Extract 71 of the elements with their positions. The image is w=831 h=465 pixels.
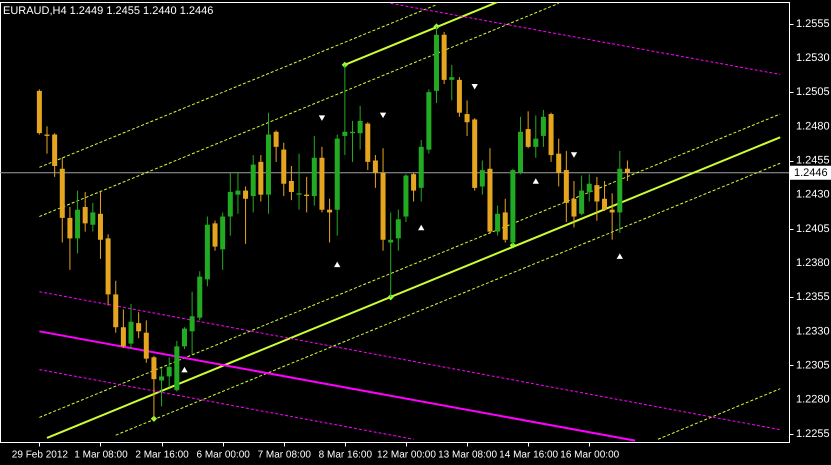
candlestick (182, 326, 187, 350)
y-tick-label: 1.2405 (796, 222, 830, 235)
ref-line-label: 1.2446 (794, 166, 828, 179)
x-tick-label: 14 Mar 16:00 (499, 450, 559, 460)
candlestick (449, 64, 454, 101)
candlestick (411, 172, 416, 202)
x-tick-label: 2 Mar 16:00 (135, 450, 190, 460)
x-tick-label: 7 Mar 08:00 (258, 450, 312, 460)
candlestick (526, 110, 531, 149)
y-tick-label: 1.2530 (796, 52, 830, 64)
y-tick-label: 1.2355 (796, 291, 830, 304)
candlestick (372, 154, 378, 188)
candlestick (602, 180, 608, 212)
x-tick-label: 8 Mar 16:00 (318, 450, 372, 460)
x-tick-label: 12 Mar 00:00 (376, 450, 436, 460)
y-tick-label: 1.2330 (796, 325, 830, 338)
candlestick (243, 186, 248, 244)
candlestick (540, 109, 546, 148)
candlestick (579, 175, 584, 216)
candlestick (610, 192, 615, 240)
point (472, 84, 478, 90)
y-tick-label: 1.2305 (796, 359, 830, 372)
candlestick (594, 176, 600, 222)
candlestick (304, 176, 310, 213)
x-tick-label: 1 Mar 08:00 (74, 450, 128, 460)
point (181, 366, 188, 372)
y-tick-label: 1.2480 (796, 120, 830, 132)
point (380, 112, 386, 118)
candlestick (128, 303, 134, 350)
candlestick (480, 160, 485, 196)
candlestick (288, 165, 294, 201)
y-tick-label: 1.2380 (796, 256, 830, 269)
candlestick (212, 220, 218, 252)
y-tick-label: 1.2455 (796, 154, 830, 167)
candlestick (136, 312, 142, 339)
chart-title: EURAUD,H4 1.2449 1.2455 1.2440 1.2446 (3, 5, 214, 17)
candlestick (82, 191, 88, 232)
candlestick (190, 291, 195, 356)
candlestick (624, 160, 630, 182)
point (532, 178, 539, 184)
candlestick (327, 198, 332, 243)
candlestick (274, 130, 279, 162)
point (418, 224, 424, 230)
y-tick-label: 1.2280 (796, 394, 830, 406)
candlestick (67, 206, 72, 270)
candlestick (90, 202, 96, 232)
candlestick (396, 209, 401, 252)
candlestick (235, 172, 240, 214)
candlestick (159, 368, 164, 407)
x-tick-label: 6 Mar 00:00 (196, 450, 250, 460)
x-tick-label: 13 Mar 08:00 (438, 450, 498, 460)
y-tick-label: 1.2430 (796, 188, 830, 201)
candlestick (358, 105, 363, 150)
point (318, 115, 326, 121)
x-tick-label: 16 Mar 00:00 (560, 450, 620, 460)
candlestick (166, 356, 172, 388)
candlestick (495, 205, 500, 236)
candlestick (464, 100, 470, 136)
candlestick (571, 180, 576, 228)
point (616, 253, 623, 259)
y-tick-label: 1.2505 (796, 86, 830, 98)
point (570, 152, 578, 158)
candlestick (120, 308, 126, 348)
y-tick-label: 1.2255 (796, 428, 830, 440)
candlestick (556, 138, 562, 187)
point (334, 262, 340, 268)
candlestick (586, 174, 592, 202)
candlestick (44, 126, 50, 154)
y-tick-label: 1.2555 (796, 18, 830, 30)
x-tick-label: 29 Feb 2012 (12, 450, 68, 460)
candlestick (533, 114, 538, 158)
